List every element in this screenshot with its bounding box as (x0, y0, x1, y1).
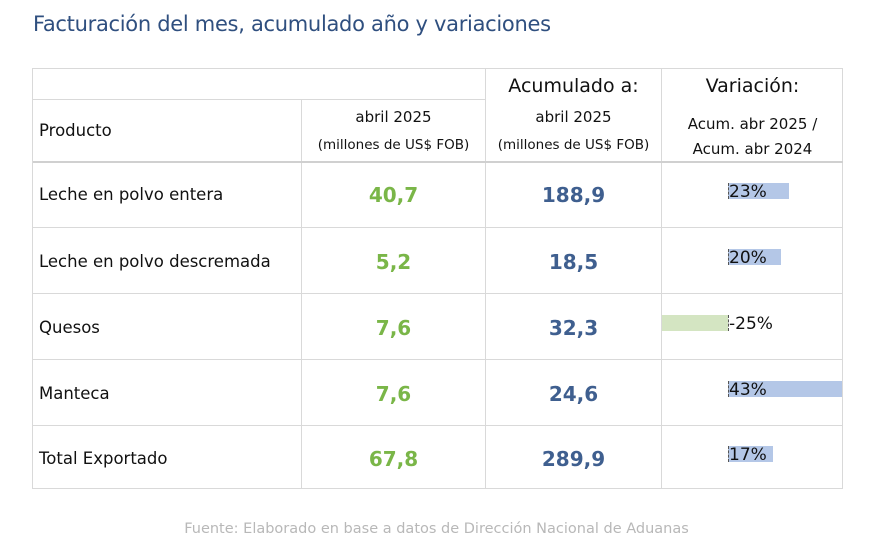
row-acum-value: 24,6 (548, 382, 599, 406)
variation-axis (728, 381, 729, 397)
variation-bar (728, 381, 842, 397)
variation-cell: 43% (662, 359, 843, 425)
variation-label: -25% (729, 314, 773, 334)
row-month-value: 7,6 (375, 382, 412, 406)
variation-cell: 23% (662, 161, 843, 227)
col-divider-3 (661, 69, 662, 489)
header-acum-unit: (millones de US$ FOB) (497, 137, 650, 153)
row-divider (33, 293, 843, 294)
variation-axis (728, 446, 729, 462)
header-acum-label: abril 2025 (535, 108, 612, 126)
col-divider-1 (301, 99, 302, 489)
row-divider (33, 227, 843, 228)
row-product: Quesos (39, 318, 100, 337)
variation-cell: -25% (661, 293, 843, 359)
variation-cell: 20% (662, 227, 843, 293)
variation-axis (728, 183, 729, 199)
variation-label: 20% (729, 248, 767, 268)
header-month-label: abril 2025 (355, 108, 432, 126)
header-acum-title: Acumulado a: (508, 75, 639, 97)
variation-bar (661, 315, 728, 331)
row-product: Manteca (39, 384, 110, 403)
row-month-value: 67,8 (368, 447, 419, 471)
variation-cell: 17% (662, 425, 843, 489)
variation-axis (728, 249, 729, 265)
page-title: Facturación del mes, acumulado año y var… (33, 12, 551, 36)
variation-label: 23% (729, 182, 767, 202)
header-bottom-divider (33, 161, 843, 163)
col-divider-2 (485, 69, 486, 489)
source-note: Fuente: Elaborado en base a datos de Dir… (184, 521, 689, 537)
variation-axis (728, 315, 729, 331)
variation-bar (728, 446, 774, 462)
header-var-line2: Acum. abr 2024 (692, 140, 813, 158)
row-month-value: 40,7 (368, 183, 419, 207)
variation-bar (728, 183, 789, 199)
row-acum-value: 188,9 (541, 183, 606, 207)
header-top-divider (33, 99, 485, 100)
variation-label: 17% (729, 445, 767, 465)
row-acum-value: 18,5 (548, 250, 599, 274)
row-acum-value: 289,9 (541, 447, 606, 471)
variation-bar (728, 249, 781, 265)
row-divider (33, 359, 843, 360)
row-product: Total Exportado (39, 449, 168, 468)
row-acum-value: 32,3 (548, 316, 599, 340)
row-month-value: 5,2 (375, 250, 412, 274)
row-product: Leche en polvo descremada (39, 252, 271, 271)
header-producto: Producto (39, 121, 112, 140)
data-table: Producto abril 2025 (millones de US$ FOB… (32, 68, 843, 489)
variation-label: 43% (729, 380, 767, 400)
header-var-title: Variación: (705, 75, 800, 97)
header-month-unit: (millones de US$ FOB) (317, 137, 470, 153)
row-month-value: 7,6 (375, 316, 412, 340)
row-divider (33, 425, 843, 426)
row-product: Leche en polvo entera (39, 185, 224, 204)
header-var-line1: Acum. abr 2025 / (687, 115, 818, 133)
